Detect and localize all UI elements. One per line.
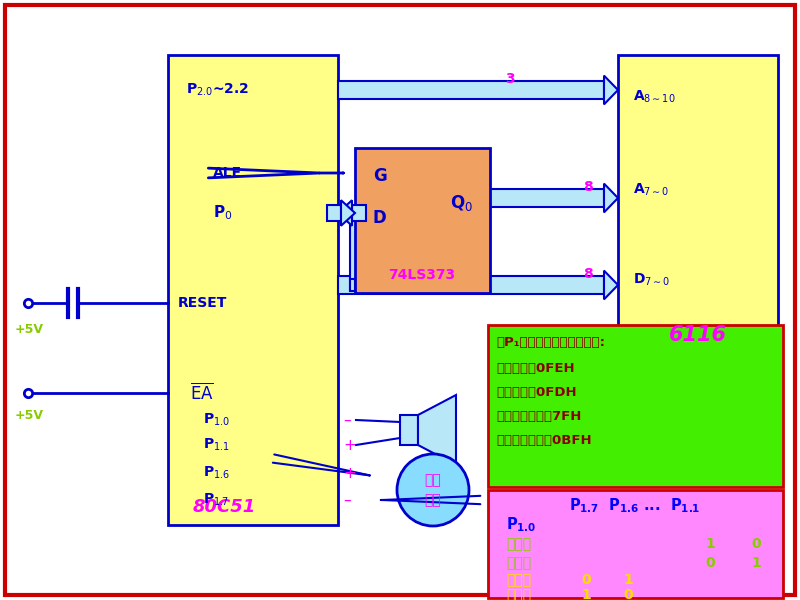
Text: 0: 0 bbox=[705, 556, 715, 570]
Bar bbox=[352, 205, 366, 221]
Text: 扩音通: 扩音通 bbox=[506, 573, 531, 587]
Bar bbox=[350, 279, 355, 291]
Text: –: – bbox=[343, 493, 350, 508]
Text: 1: 1 bbox=[581, 588, 591, 600]
Text: 电铃断: 电铃断 bbox=[506, 556, 531, 570]
Circle shape bbox=[397, 454, 469, 526]
Text: A$_{7\sim0}$: A$_{7\sim0}$ bbox=[633, 182, 670, 198]
Polygon shape bbox=[418, 395, 456, 465]
Text: 6116: 6116 bbox=[669, 325, 727, 345]
Text: 0: 0 bbox=[751, 537, 761, 551]
Text: 断开扩音设备：0BFH: 断开扩音设备：0BFH bbox=[496, 434, 592, 448]
Text: 1: 1 bbox=[705, 537, 715, 551]
Text: P$_{1.0}$: P$_{1.0}$ bbox=[203, 412, 230, 428]
Bar bbox=[338, 205, 355, 221]
Text: D: D bbox=[373, 209, 386, 227]
Text: –: – bbox=[343, 413, 350, 427]
Text: 0: 0 bbox=[581, 573, 591, 587]
Text: 扩音断: 扩音断 bbox=[506, 588, 531, 600]
Text: 由P₁口输出控制码进行控制:: 由P₁口输出控制码进行控制: bbox=[496, 337, 605, 349]
Bar bbox=[490, 189, 604, 207]
Text: 80C51: 80C51 bbox=[193, 498, 256, 516]
Text: 接通电铃：0FEH: 接通电铃：0FEH bbox=[496, 362, 574, 376]
Polygon shape bbox=[341, 200, 355, 226]
Text: +: + bbox=[343, 437, 356, 452]
Text: Q$_0$: Q$_0$ bbox=[450, 193, 473, 213]
Bar bbox=[338, 81, 604, 99]
Text: $\overline{\mathrm{EA}}$: $\overline{\mathrm{EA}}$ bbox=[190, 383, 214, 403]
Text: RESET: RESET bbox=[178, 296, 227, 310]
Polygon shape bbox=[338, 200, 352, 226]
Polygon shape bbox=[604, 184, 618, 212]
Text: P$_0$: P$_0$ bbox=[213, 203, 233, 223]
Bar bbox=[338, 276, 604, 294]
Text: 74LS373: 74LS373 bbox=[389, 268, 455, 282]
Text: +5V: +5V bbox=[15, 409, 44, 422]
Text: 扩音: 扩音 bbox=[425, 473, 442, 487]
Bar bbox=[488, 490, 783, 598]
Text: D$_{7\sim0}$: D$_{7\sim0}$ bbox=[633, 272, 670, 288]
Text: +: + bbox=[343, 466, 356, 481]
Polygon shape bbox=[604, 271, 618, 299]
Bar bbox=[400, 415, 418, 445]
Bar bbox=[168, 55, 338, 525]
Text: 8: 8 bbox=[583, 267, 593, 281]
Text: 1: 1 bbox=[623, 573, 633, 587]
Text: 设备: 设备 bbox=[425, 493, 442, 507]
Text: P$_{1.1}$: P$_{1.1}$ bbox=[203, 437, 230, 453]
Text: P$_{1.6}$: P$_{1.6}$ bbox=[203, 465, 230, 481]
Text: 0: 0 bbox=[623, 588, 633, 600]
Text: 断开电铃：0FDH: 断开电铃：0FDH bbox=[496, 386, 577, 400]
Text: $\mathbf{P_{1.0}}$: $\mathbf{P_{1.0}}$ bbox=[506, 515, 537, 535]
Text: G: G bbox=[373, 167, 386, 185]
Text: P$_{1.7}$: P$_{1.7}$ bbox=[203, 492, 229, 508]
Bar bbox=[355, 148, 490, 293]
Bar bbox=[488, 325, 783, 487]
Text: 3: 3 bbox=[505, 72, 515, 86]
Bar bbox=[350, 221, 366, 291]
Text: 8: 8 bbox=[583, 180, 593, 194]
Text: ALE: ALE bbox=[213, 166, 242, 180]
Text: P$_{2.0}$~2.2: P$_{2.0}$~2.2 bbox=[186, 82, 249, 98]
Text: 接通扩音设备：7FH: 接通扩音设备：7FH bbox=[496, 410, 582, 424]
Polygon shape bbox=[604, 76, 618, 104]
Text: $\mathbf{P_{1.7}}$  $\mathbf{P_{1.6}}$ ...  $\mathbf{P_{1.1}}$: $\mathbf{P_{1.7}}$ $\mathbf{P_{1.6}}$ ..… bbox=[570, 497, 701, 515]
Text: 电铃通: 电铃通 bbox=[506, 537, 531, 551]
Text: A$_{8\sim10}$: A$_{8\sim10}$ bbox=[633, 89, 676, 105]
Text: +5V: +5V bbox=[15, 323, 44, 336]
Bar bbox=[618, 55, 778, 360]
Text: 1: 1 bbox=[751, 556, 761, 570]
Bar bbox=[327, 205, 341, 221]
